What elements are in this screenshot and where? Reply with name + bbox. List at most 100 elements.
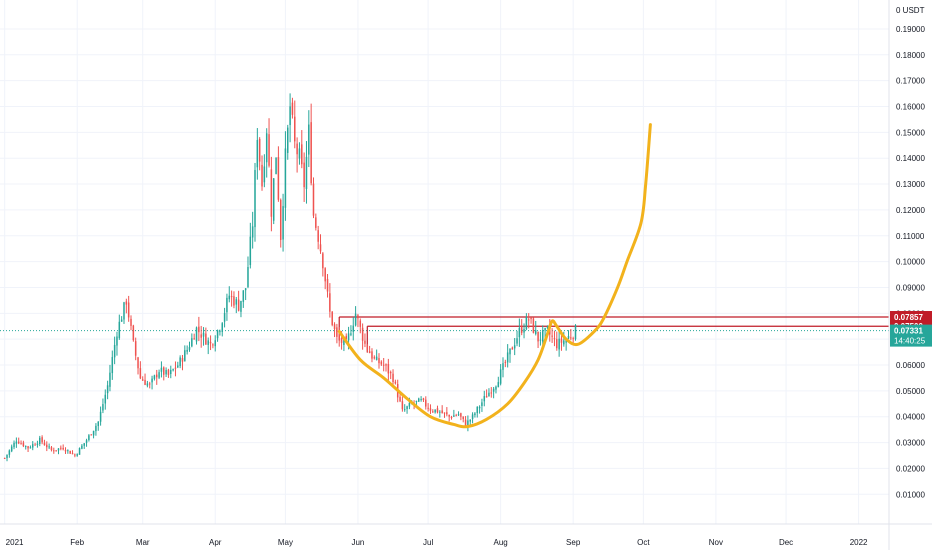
candle-body bbox=[476, 406, 479, 414]
candle-body bbox=[572, 338, 574, 340]
candle-body bbox=[195, 327, 198, 342]
time-tick-label: 2022 bbox=[850, 538, 868, 547]
candle-body bbox=[55, 450, 57, 452]
time-tick-label: Oct bbox=[637, 538, 650, 547]
candle-body bbox=[226, 297, 228, 313]
candle-body bbox=[160, 367, 163, 372]
candle-body bbox=[209, 341, 212, 344]
candle-body bbox=[125, 301, 128, 305]
candle-body bbox=[385, 364, 387, 366]
candle-body bbox=[460, 413, 462, 417]
price-tick-label: 0.04000 bbox=[896, 413, 925, 422]
candle-body bbox=[450, 416, 453, 418]
candle-body bbox=[406, 406, 408, 410]
candle-body bbox=[62, 447, 64, 450]
candle-body bbox=[558, 338, 560, 350]
candle-body bbox=[497, 382, 500, 388]
candle-body bbox=[544, 327, 546, 331]
candle-body bbox=[537, 331, 539, 342]
candle-body bbox=[518, 327, 521, 338]
candle-body bbox=[92, 430, 95, 436]
candle-body bbox=[153, 375, 156, 379]
candle-body bbox=[242, 290, 245, 302]
candle-body bbox=[394, 381, 397, 384]
candle-body bbox=[523, 329, 525, 333]
candle-body bbox=[155, 374, 158, 378]
candle-body bbox=[31, 444, 34, 448]
candle-body bbox=[462, 416, 464, 420]
candle-body bbox=[148, 383, 151, 385]
candle-body bbox=[60, 447, 62, 449]
candle-body bbox=[85, 440, 88, 443]
candle-body bbox=[67, 450, 69, 452]
candle-body bbox=[188, 347, 191, 350]
candle-body bbox=[76, 454, 78, 456]
candle-body bbox=[22, 442, 25, 447]
candle-body bbox=[109, 372, 111, 387]
candle-body bbox=[506, 352, 509, 363]
candle-body bbox=[170, 369, 172, 375]
candle-body bbox=[277, 157, 280, 200]
candle-body bbox=[78, 448, 81, 455]
candle-body bbox=[301, 144, 303, 165]
candle-body bbox=[83, 443, 85, 446]
candle-body bbox=[27, 446, 29, 449]
resistance-tag-upper-bg bbox=[890, 311, 932, 324]
candle-body bbox=[439, 411, 441, 413]
candle-body bbox=[254, 170, 256, 228]
time-tick-label: Mar bbox=[136, 538, 150, 547]
candle-body bbox=[113, 344, 116, 358]
candle-body bbox=[291, 102, 294, 115]
candle-body bbox=[546, 326, 549, 328]
candle-body bbox=[553, 338, 556, 340]
candle-body bbox=[389, 371, 392, 374]
candle-body bbox=[132, 325, 135, 341]
price-tick-label: 0.02000 bbox=[896, 464, 925, 473]
price-tick-label: 0.19000 bbox=[896, 25, 925, 34]
candle-body bbox=[141, 379, 144, 381]
candle-body bbox=[294, 116, 296, 142]
candle-body bbox=[322, 253, 324, 269]
candle-body bbox=[120, 319, 123, 322]
candle-body bbox=[401, 401, 404, 410]
price-tick-label: 0.06000 bbox=[896, 361, 925, 370]
candle-body bbox=[422, 398, 425, 400]
candle-body bbox=[319, 244, 322, 252]
candle-body bbox=[165, 370, 167, 375]
time-tick-label: Apr bbox=[209, 538, 222, 547]
candle-body bbox=[467, 420, 469, 427]
candle-body bbox=[228, 295, 231, 300]
candle-body bbox=[478, 406, 481, 409]
candle-body bbox=[556, 339, 558, 349]
time-tick-label: Sep bbox=[566, 538, 581, 547]
candle-body bbox=[214, 340, 216, 347]
candle-body bbox=[216, 330, 219, 339]
candle-body bbox=[275, 157, 277, 174]
candle-body bbox=[223, 313, 226, 322]
candle-body bbox=[434, 409, 436, 413]
cup-and-handle-curve[interactable] bbox=[337, 123, 652, 429]
candle-body bbox=[235, 299, 238, 305]
candle-body bbox=[331, 311, 333, 325]
candle-body bbox=[539, 339, 542, 341]
candle-body bbox=[453, 415, 455, 417]
price-axis[interactable]: 0 USDT 0.01000 0.02000 0.03000 0.04000 0.050… bbox=[896, 6, 925, 499]
candle-body bbox=[490, 392, 493, 394]
candle-body bbox=[427, 407, 429, 409]
last-price-tag: 0.07331 bbox=[894, 327, 923, 336]
candle-body bbox=[64, 449, 67, 452]
candle-body bbox=[193, 338, 195, 340]
candle-body bbox=[69, 450, 71, 454]
currency-label[interactable]: 0 USDT bbox=[896, 6, 925, 15]
candle-body bbox=[90, 434, 92, 436]
candle-body bbox=[455, 415, 457, 417]
grid-lines bbox=[0, 0, 889, 524]
candle-body bbox=[509, 348, 511, 355]
candle-body bbox=[345, 335, 348, 340]
candle-body bbox=[317, 230, 319, 242]
price-tick-label: 0.03000 bbox=[896, 439, 925, 448]
time-axis[interactable]: 2021 Feb Mar Apr May Jun Jul Aug Sep Oct Nov Dec 202… bbox=[6, 538, 868, 547]
candle-body bbox=[200, 334, 202, 338]
candle-body bbox=[163, 367, 165, 375]
